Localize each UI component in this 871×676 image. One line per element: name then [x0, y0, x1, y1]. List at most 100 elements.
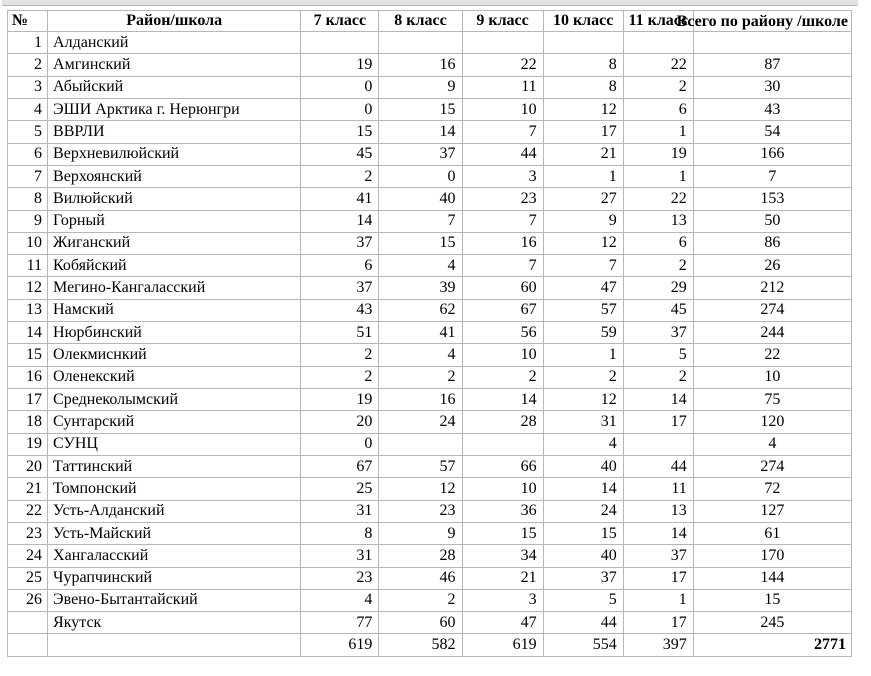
table-row: 13 Намский 43 62 67 57 45 274: [6, 298, 853, 323]
grade10-cell: 12: [542, 231, 624, 256]
table-row: 12 Мегино-Кангаласский 37 39 60 47 29 212: [6, 276, 853, 300]
grade9-cell: 7: [461, 254, 544, 278]
total-cell: 50: [692, 209, 853, 233]
table-row: 2 Амгинский 19 16 22 8 22 87: [6, 53, 853, 77]
grade8-cell: 57: [378, 454, 463, 479]
district-name-cell: Амгинский: [47, 53, 302, 77]
table-row: 11 Кобяйский 6 4 7 7 2 26: [6, 254, 853, 278]
grade7-cell: 37: [300, 276, 380, 300]
grade8-cell: 60: [378, 611, 463, 635]
total-cell: 7: [692, 164, 853, 189]
grade10-cell: 9: [542, 209, 624, 233]
district-name-cell: Намский: [47, 298, 302, 323]
table-row: 22 Усть-Алданский 31 23 36 24 13 127: [6, 499, 853, 523]
table-row: 9 Горный 14 7 7 9 13 50: [6, 209, 853, 233]
row-number-cell: 10: [6, 231, 49, 256]
col-header-grade11: 11 класс: [622, 10, 694, 32]
grade9-cell: 15: [461, 521, 544, 546]
grade7-cell: 31: [300, 499, 380, 523]
total-cell: 274: [692, 454, 853, 479]
district-name-cell: ВВРЛИ: [47, 120, 302, 144]
grade11-cell: 22: [622, 187, 694, 211]
grade8-cell: 12: [378, 477, 463, 501]
grade8-cell: 15: [378, 97, 463, 122]
grade11-cell: 45: [622, 298, 694, 323]
grade9-cell: 3: [461, 588, 544, 613]
grade7-cell: 0: [300, 75, 380, 99]
grade10-cell: 24: [542, 499, 624, 523]
grade7-cell: 41: [300, 187, 380, 211]
grade10-cell: 21: [542, 142, 624, 166]
col-header-grade8: 8 класс: [378, 10, 463, 32]
total-cell: 120: [692, 410, 853, 434]
grade9-cell: 66: [461, 454, 544, 479]
grade9-cell: 14: [461, 387, 544, 412]
district-name-cell: СУНЦ: [47, 432, 302, 456]
grade7-cell: 51: [300, 321, 380, 345]
table-row: 23 Усть-Майский 8 9 15 15 14 61: [6, 521, 853, 546]
grade11-cell: 2: [622, 75, 694, 99]
table-row: Якутск 77 60 47 44 17 245: [6, 611, 853, 635]
total-cell: 75: [692, 387, 853, 412]
grade11-cell: 1: [622, 120, 694, 144]
row-number-cell: 22: [6, 499, 49, 523]
row-number-cell: 3: [6, 75, 49, 99]
grade8-cell: 0: [378, 164, 463, 189]
district-name-cell: Якутск: [47, 611, 302, 635]
district-name-cell: Алданский: [47, 30, 302, 55]
total-cell: 166: [692, 142, 853, 166]
row-number-cell: 9: [6, 209, 49, 233]
district-name-cell: Томпонский: [47, 477, 302, 501]
district-name-cell: Верхоянский: [47, 164, 302, 189]
grade9-cell: 16: [461, 231, 544, 256]
grade9-cell: 34: [461, 544, 544, 568]
grade7-cell: 43: [300, 298, 380, 323]
table-row: 1 Алданский: [6, 30, 853, 55]
grade9-cell: [461, 30, 544, 55]
grade9-cell: 47: [461, 611, 544, 635]
table-header: № Район/школа 7 класс 8 класс 9 класс 10…: [6, 10, 853, 32]
row-number-cell: 5: [6, 120, 49, 144]
total-cell: 244: [692, 321, 853, 345]
total-cell: [692, 30, 853, 55]
grade7-cell: 0: [300, 432, 380, 456]
grade10-cell: 12: [542, 97, 624, 122]
table-row: 25 Чурапчинский 23 46 21 37 17 144: [6, 566, 853, 590]
col-header-grade9: 9 класс: [461, 10, 544, 32]
grade8-cell: 41: [378, 321, 463, 345]
grade7-cell: 37: [300, 231, 380, 256]
grade11-cell: 37: [622, 321, 694, 345]
grade8-cell: 23: [378, 499, 463, 523]
grade8-cell: 2: [378, 365, 463, 390]
total-cell: 86: [692, 231, 853, 256]
grade10-cell: 5: [542, 588, 624, 613]
row-number-cell: 13: [6, 298, 49, 323]
grade7-cell: 23: [300, 566, 380, 590]
grade7-cell: 77: [300, 611, 380, 635]
row-number-cell: 21: [6, 477, 49, 501]
grade8-cell: 16: [378, 387, 463, 412]
grade9-cell: 10: [461, 97, 544, 122]
grade8-cell: 40: [378, 187, 463, 211]
table-row: 4 ЭШИ Арктика г. Нерюнгри 0 15 10 12 6 43: [6, 97, 853, 122]
total-cell: 153: [692, 187, 853, 211]
total-cell: 274: [692, 298, 853, 323]
total-cell: 212: [692, 276, 853, 300]
district-name-cell: Хангаласский: [47, 544, 302, 568]
grade10-cell: 1: [542, 343, 624, 367]
grade7-cell: 0: [300, 97, 380, 122]
grade10-cell: 7: [542, 254, 624, 278]
grade9-cell: 23: [461, 187, 544, 211]
grade11-cell: 2: [622, 365, 694, 390]
grade9-cell: 67: [461, 298, 544, 323]
grade7-cell: 19: [300, 387, 380, 412]
district-name-cell: Абыйский: [47, 75, 302, 99]
grade10-cell: 2: [542, 365, 624, 390]
district-name-cell: Усть-Алданский: [47, 499, 302, 523]
district-name-cell: Кобяйский: [47, 254, 302, 278]
header-row: № Район/школа 7 класс 8 класс 9 класс 10…: [6, 10, 853, 32]
grade9-cell: 10: [461, 343, 544, 367]
grade8-cell: 24: [378, 410, 463, 434]
grade7-cell: 4: [300, 588, 380, 613]
totals-row: 619 582 619 554 397 2771: [6, 633, 853, 657]
